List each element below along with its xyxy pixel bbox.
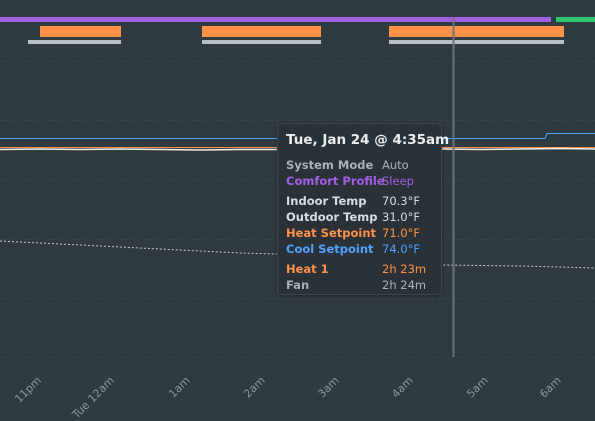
cool-setpoint-value: 74.0°F	[382, 242, 420, 256]
indoor-temp-line	[0, 147, 595, 151]
heat-runtime-block	[202, 26, 321, 37]
tooltip-row-system-mode: System Mode Auto	[286, 157, 433, 173]
fan-label: Fan	[286, 278, 310, 292]
cool-setpoint-line	[0, 133, 595, 139]
indoor-temp-value: 70.3°F	[382, 194, 420, 208]
outdoor-temp-label: Outdoor Temp	[286, 210, 378, 224]
heat-runtime-block	[40, 26, 121, 37]
system-mode-label: System Mode	[286, 158, 374, 172]
cool-setpoint-label: Cool Setpoint	[286, 242, 374, 256]
comfort-profile-value: Sleep	[382, 174, 414, 188]
tooltip-row-heat-1: Heat 1 2h 23m	[286, 261, 433, 277]
outdoor-temp-value: 31.0°F	[382, 210, 420, 224]
fan-runtime-block	[202, 40, 321, 44]
heat-setpoint-label: Heat Setpoint	[286, 226, 377, 240]
indoor-temp-label: Indoor Temp	[286, 194, 367, 208]
data-tooltip: Tue, Jan 24 @ 4:35am System Mode Auto Co…	[277, 123, 450, 295]
heat-1-label: Heat 1	[286, 262, 329, 276]
tooltip-row-fan: Fan 2h 24m	[286, 277, 433, 293]
outdoor-temp-line	[0, 240, 595, 269]
comfort-profile-sleep-bar	[0, 17, 551, 22]
tooltip-title: Tue, Jan 24 @ 4:35am	[286, 132, 450, 148]
tooltip-row-indoor-temp: Indoor Temp 70.3°F	[286, 193, 433, 209]
system-mode-value: Auto	[382, 158, 409, 172]
fan-value: 2h 24m	[382, 278, 427, 292]
tooltip-row-heat-setpoint: Heat Setpoint 71.0°F	[286, 225, 433, 241]
tooltip-row-outdoor-temp: Outdoor Temp 31.0°F	[286, 209, 433, 225]
tooltip-row-cool-setpoint: Cool Setpoint 74.0°F	[286, 241, 433, 257]
fan-runtime-block	[389, 40, 564, 44]
fan-runtime-block	[28, 40, 121, 44]
heat-setpoint-value: 71.0°F	[382, 226, 420, 240]
comfort-profile-label: Comfort Profile	[286, 174, 385, 188]
tooltip-row-comfort-profile: Comfort Profile Sleep	[286, 173, 433, 189]
heat-1-value: 2h 23m	[382, 262, 427, 276]
comfort-profile-home-bar	[556, 17, 595, 22]
heat-runtime-block	[389, 26, 564, 37]
